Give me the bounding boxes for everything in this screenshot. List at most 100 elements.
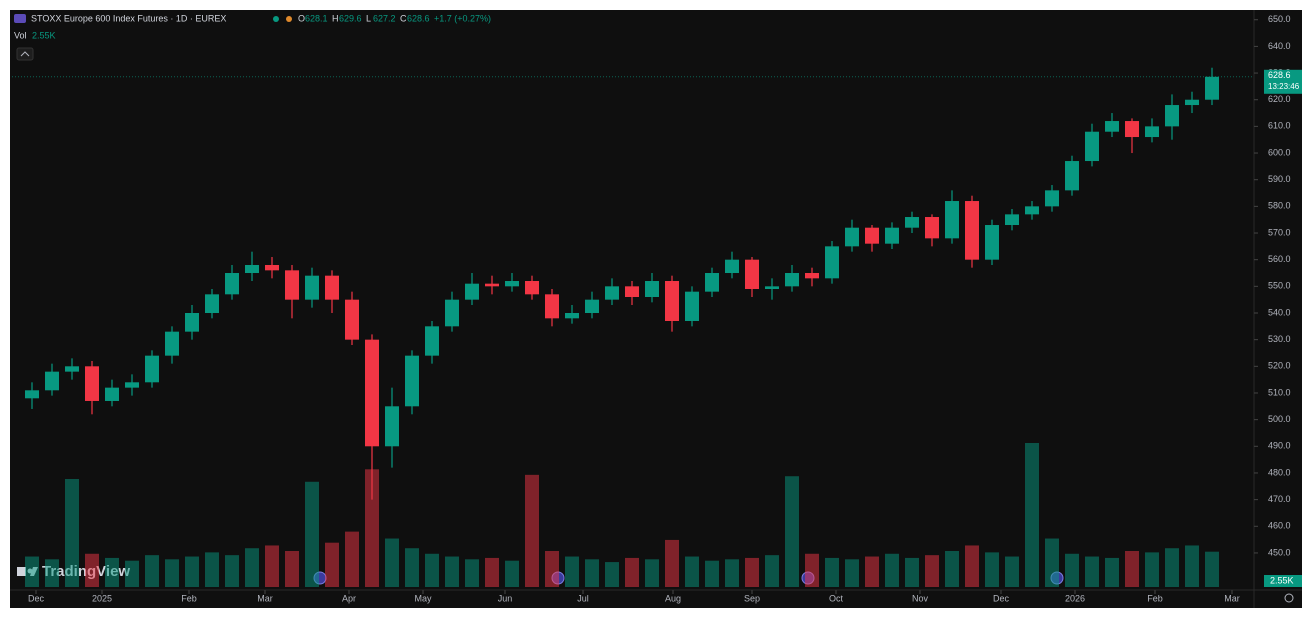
x-tick-label: Oct xyxy=(829,593,844,603)
header-change: +1.7 (+0.27%) xyxy=(434,13,491,23)
y-tick-label: 500.0 xyxy=(1268,414,1291,424)
y-tick-label: 640.0 xyxy=(1268,41,1291,51)
header-key: L xyxy=(366,13,371,23)
volume-bar xyxy=(625,557,639,587)
volume-bar xyxy=(445,556,459,587)
candle-body xyxy=(705,273,719,292)
candle-body xyxy=(845,227,859,247)
volume-bar xyxy=(925,555,939,587)
candle-body xyxy=(1005,214,1019,226)
y-tick-label: 560.0 xyxy=(1268,254,1291,264)
x-tick-label: Mar xyxy=(257,593,273,603)
volume-bar xyxy=(245,548,259,587)
y-tick-label: 530.0 xyxy=(1268,334,1291,344)
volume-bar xyxy=(645,559,659,587)
candle-body xyxy=(85,366,99,401)
candle-body xyxy=(965,201,979,260)
volume-bar xyxy=(685,556,699,587)
y-tick-label: 620.0 xyxy=(1268,94,1291,104)
volume-name: Vol xyxy=(14,30,27,40)
chart-title: STOXX Europe 600 Index Futures · 1D · EU… xyxy=(31,13,226,23)
candle-body xyxy=(805,273,819,279)
candle-body xyxy=(945,201,959,239)
candle-body xyxy=(885,227,899,244)
candle-body xyxy=(1025,206,1039,215)
volume-bar xyxy=(985,552,999,587)
settings-icon[interactable] xyxy=(1284,593,1294,603)
volume-bar xyxy=(1125,551,1139,587)
volume-bar xyxy=(1165,548,1179,587)
volume-bar xyxy=(205,552,219,587)
logo-shape xyxy=(17,567,26,576)
volume-bar xyxy=(165,559,179,587)
volume-bar xyxy=(405,548,419,587)
volume-bar xyxy=(865,556,879,587)
volume-bar xyxy=(545,551,559,587)
x-tick-label: Mar xyxy=(1224,593,1240,603)
candle-body xyxy=(245,265,259,274)
volume-bar xyxy=(345,531,359,587)
y-tick-label: 470.0 xyxy=(1268,494,1291,504)
x-tick-label: Aug xyxy=(665,593,681,603)
candle-body xyxy=(525,281,539,295)
volume-bar xyxy=(765,555,779,587)
volume-bar xyxy=(145,555,159,587)
volume-bar xyxy=(805,553,819,587)
candle-body xyxy=(1105,121,1119,132)
volume-bar xyxy=(225,555,239,587)
candle-body xyxy=(225,273,239,295)
candle-body xyxy=(545,294,559,319)
volume-bar xyxy=(485,557,499,587)
candle-body xyxy=(25,390,39,399)
y-tick-label: 650.0 xyxy=(1268,14,1291,24)
candle-body xyxy=(765,286,779,290)
y-tick-label: 540.0 xyxy=(1268,307,1291,317)
y-tick-label: 550.0 xyxy=(1268,281,1291,291)
y-tick-label: 450.0 xyxy=(1268,547,1291,557)
candle-body xyxy=(105,387,119,401)
candle-body xyxy=(905,217,919,228)
volume-badge xyxy=(1264,575,1302,587)
y-tick-label: 490.0 xyxy=(1268,441,1291,451)
candle-body xyxy=(605,286,619,300)
collapse-button[interactable] xyxy=(16,47,34,61)
volume-bar xyxy=(1005,556,1019,587)
x-tick-label: 2026 xyxy=(1065,593,1085,603)
candle-body xyxy=(205,294,219,313)
candle-body xyxy=(565,312,579,319)
header-value: 627.2 xyxy=(373,13,396,23)
volume-bar xyxy=(425,553,439,587)
header-key: C xyxy=(400,13,407,23)
volume-bar xyxy=(85,553,99,587)
volume-bar xyxy=(1025,443,1039,587)
volume-bar xyxy=(25,556,39,587)
candle-body xyxy=(125,382,139,388)
y-tick-label: 610.0 xyxy=(1268,121,1291,131)
header-key: O xyxy=(298,13,305,23)
volume-bar xyxy=(665,539,679,587)
header-value: 629.6 xyxy=(339,13,362,23)
volume-bar xyxy=(1085,556,1099,587)
volume-bar xyxy=(365,469,379,587)
y-tick-label: 480.0 xyxy=(1268,467,1291,477)
x-tick-label: May xyxy=(414,593,432,603)
symbol-icon xyxy=(14,14,26,23)
candle-body xyxy=(265,265,279,271)
header-value: 628.6 xyxy=(407,13,430,23)
candle-body xyxy=(1205,76,1219,100)
volume-bar xyxy=(785,476,799,587)
volume-bar xyxy=(525,474,539,587)
volume-bar xyxy=(885,553,899,587)
header-key: H xyxy=(332,13,339,23)
x-tick-label: 2025 xyxy=(92,593,112,603)
volume-bar xyxy=(1105,557,1119,587)
candle-body xyxy=(65,366,79,372)
candle-body xyxy=(465,283,479,300)
volume-bar xyxy=(285,551,299,587)
volume-pane xyxy=(25,443,1219,587)
candle-body xyxy=(785,273,799,287)
collapse-icon xyxy=(20,51,30,57)
volume-bar xyxy=(565,556,579,587)
price-badge-value: 628.6 xyxy=(1268,70,1291,80)
